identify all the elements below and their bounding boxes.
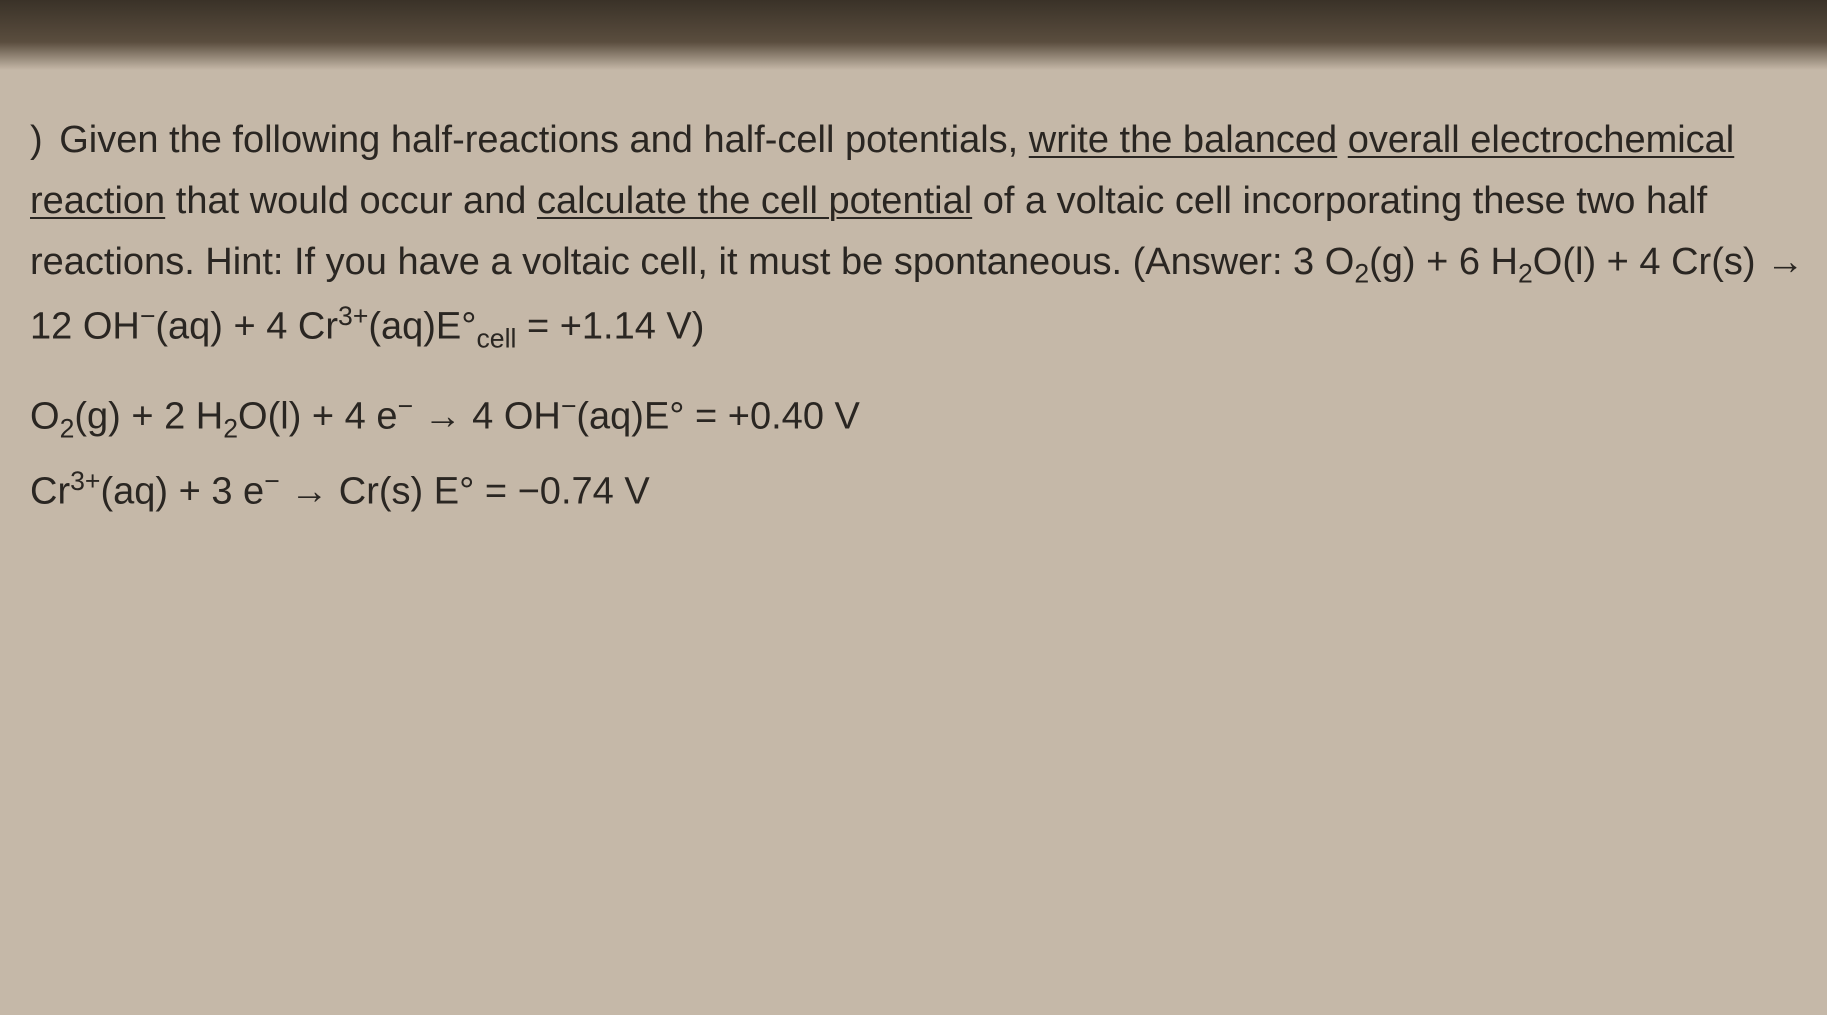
hr2-p2: (aq) + 3 e — [100, 471, 264, 513]
hr1-p5: (aq)E° = +0.40 V — [576, 395, 859, 437]
superscript-cr3: 3+ — [338, 301, 368, 331]
question-text-intro: Given the following half-reactions and h… — [59, 119, 1029, 161]
hr1-sup2: − — [561, 391, 577, 421]
hr2-sup2: − — [264, 466, 280, 496]
half-reaction-2: Cr3+(aq) + 3 e− → Cr(s) E° = −0.74 V — [30, 459, 1807, 524]
question-text-mid6: (aq)E° — [368, 305, 476, 347]
hr2-sup1: 3+ — [70, 466, 100, 496]
question-text-mid3: (g) + 6 H — [1369, 241, 1518, 283]
hr2-p3: → Cr(s) E° = −0.74 V — [280, 471, 650, 513]
question-text-mid7: = +1.14 V) — [516, 305, 704, 347]
hr1-p2: (g) + 2 H — [74, 395, 223, 437]
hr1-p3: O(l) + 4 e — [238, 395, 397, 437]
underline-phrase-3: calculate the cell potential — [537, 180, 972, 222]
question-marker: ) — [30, 119, 43, 161]
underline-phrase-1: write the balanced — [1029, 119, 1337, 161]
document-content: ) Given the following half-reactions and… — [30, 40, 1807, 524]
subscript-cell: cell — [476, 323, 516, 353]
half-reaction-1: O2(g) + 2 H2O(l) + 4 e− → 4 OH−(aq)E° = … — [30, 384, 1807, 451]
question-paragraph: ) Given the following half-reactions and… — [30, 110, 1807, 360]
hr1-sub1: 2 — [60, 413, 75, 443]
subscript-o2: 2 — [1354, 258, 1369, 288]
hr1-sub2: 2 — [223, 413, 238, 443]
hr2-p1: Cr — [30, 471, 70, 513]
hr1-p1: O — [30, 395, 60, 437]
superscript-oh: − — [140, 301, 156, 331]
hr1-p4: → 4 OH — [413, 395, 561, 437]
subscript-h2o: 2 — [1518, 258, 1533, 288]
question-text-mid5: (aq) + 4 Cr — [155, 305, 338, 347]
question-text-mid1: that would occur and — [165, 180, 537, 222]
hr1-sup1: − — [398, 391, 414, 421]
